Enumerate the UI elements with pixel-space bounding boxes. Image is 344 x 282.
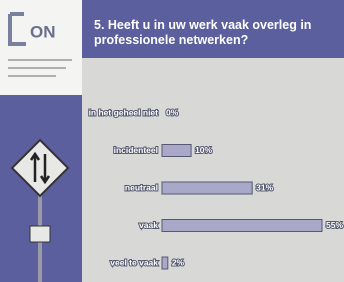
bar xyxy=(162,220,322,232)
slide: ON 5. Heeft u in uw werk vaak overleg in… xyxy=(0,0,344,282)
small-sign xyxy=(30,226,50,242)
category-label: vaak xyxy=(139,220,158,230)
bar xyxy=(162,182,252,194)
category-label: neutraal xyxy=(125,182,158,192)
logo-text: ON xyxy=(30,22,56,41)
bar xyxy=(162,257,168,269)
value-label: 0% xyxy=(166,107,179,117)
value-label: 2% xyxy=(172,257,185,267)
category-label: veel te vaak xyxy=(110,257,158,267)
value-label: 55% xyxy=(326,220,343,230)
value-label: 31% xyxy=(256,182,273,192)
category-label: incidenteel xyxy=(114,145,158,155)
value-label: 10% xyxy=(195,145,212,155)
bar xyxy=(162,145,191,157)
category-label: in het geheel niet xyxy=(89,107,159,117)
